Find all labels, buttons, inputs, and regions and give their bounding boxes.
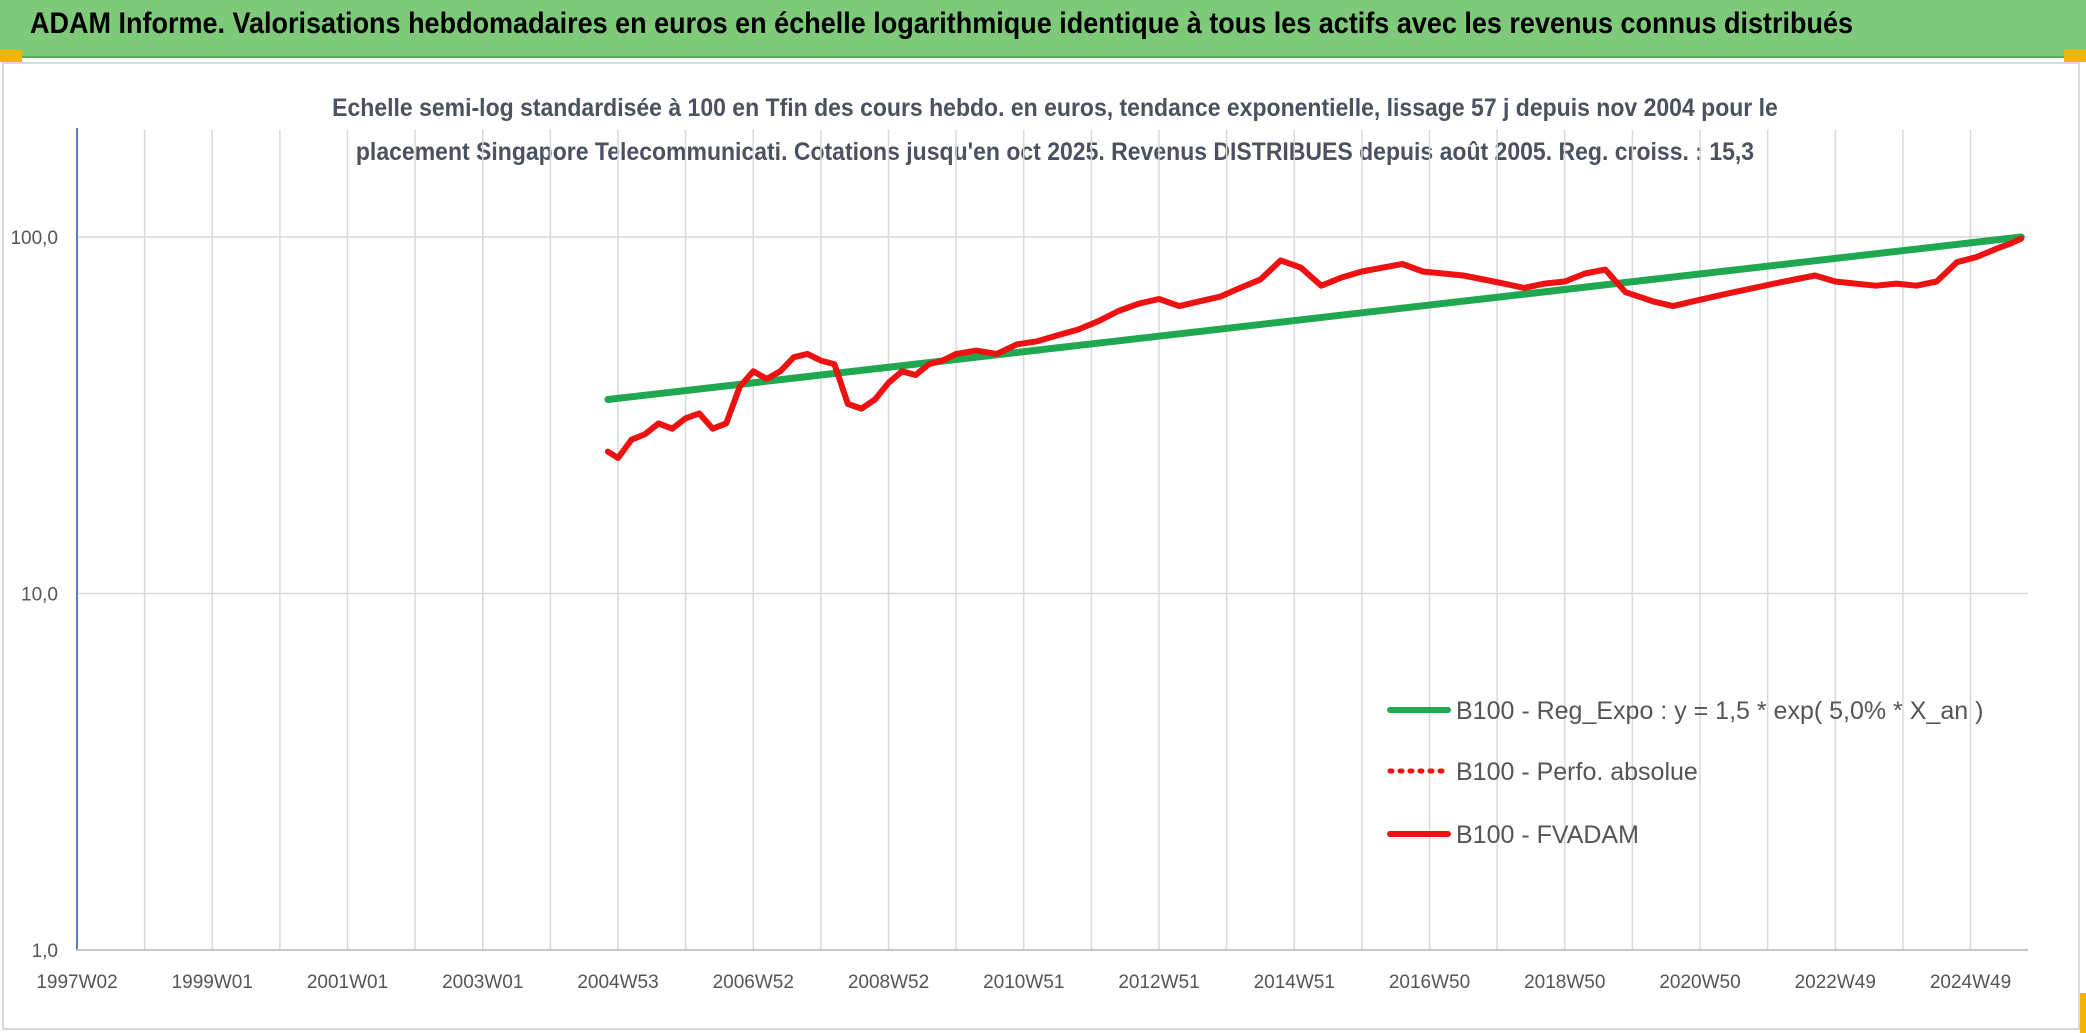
fvadam-series-line <box>604 235 2025 461</box>
legend-label: B100 - Reg_Expo : y = 1,5 * exp( 5,0% * … <box>1456 697 1983 725</box>
x-tick-label: 2010W51 <box>983 972 1064 993</box>
chart-subtitle: Echelle semi-log standardisée à 100 en T… <box>260 86 1850 174</box>
report-title: ADAM Informe. Valorisations hebdomadaire… <box>30 7 1854 40</box>
x-tick-label: 2018W50 <box>1524 972 1605 993</box>
x-tick-label: 2012W51 <box>1118 972 1199 993</box>
x-tick-label: 2006W52 <box>713 972 794 993</box>
x-tick-label: 2008W52 <box>848 972 929 993</box>
corner-marker-left <box>0 50 22 62</box>
x-tick-label: 1997W02 <box>36 972 117 993</box>
regression-trend-line <box>604 233 2025 403</box>
x-tick-label: 2024W49 <box>1930 972 2011 993</box>
chart-frame <box>2 62 2080 1030</box>
x-tick-label: 2003W01 <box>442 972 523 993</box>
x-tick-label: 2022W49 <box>1795 972 1876 993</box>
x-tick-label: 2004W53 <box>577 972 658 993</box>
x-tick-label: 2016W50 <box>1389 972 1470 993</box>
chart-subtitle-line-1: Echelle semi-log standardisée à 100 en T… <box>332 94 1778 122</box>
x-tick-label: 1999W01 <box>172 972 253 993</box>
report-header: ADAM Informe. Valorisations hebdomadaire… <box>0 0 2086 58</box>
legend-label: B100 - FVADAM <box>1456 821 1639 849</box>
legend-label: B100 - Perfo. absolue <box>1456 758 1698 786</box>
x-tick-label: 2014W51 <box>1254 972 1335 993</box>
y-tick-label: 100,0 <box>10 228 58 249</box>
chart-subtitle-line-2: placement Singapore Telecommunicati. Cot… <box>355 138 1755 166</box>
x-tick-label: 2001W01 <box>307 972 388 993</box>
x-tick-label: 2020W50 <box>1659 972 1740 993</box>
corner-marker-bottom-right <box>2080 993 2086 1033</box>
corner-marker-right <box>2064 50 2086 62</box>
y-tick-label: 1,0 <box>32 941 58 962</box>
y-tick-label: 10,0 <box>21 585 58 606</box>
